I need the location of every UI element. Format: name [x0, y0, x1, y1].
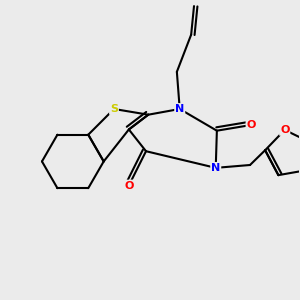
Text: O: O [124, 181, 134, 190]
Text: S: S [110, 104, 118, 114]
Text: O: O [247, 120, 256, 130]
Text: O: O [280, 125, 290, 135]
Text: N: N [175, 104, 184, 114]
Text: N: N [211, 163, 220, 173]
